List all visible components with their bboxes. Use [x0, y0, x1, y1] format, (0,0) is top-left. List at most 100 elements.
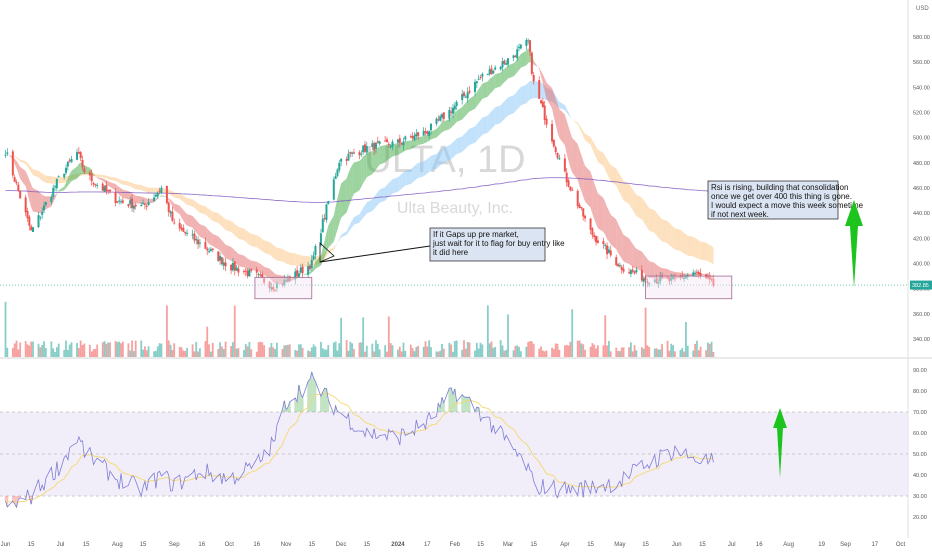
volume-bar: [285, 345, 287, 357]
candle-body: [142, 203, 144, 204]
time-axis-tick: Jul: [728, 542, 736, 548]
candle-body: [204, 242, 206, 249]
slow-ribbon-segment: [277, 248, 283, 262]
consolidation-box[interactable]: [255, 277, 312, 298]
candle-body: [32, 227, 34, 232]
slow-ribbon-segment: [624, 181, 630, 204]
candle-body: [448, 110, 450, 119]
fast-ribbon-segment: [504, 67, 506, 82]
volume-bar: [619, 351, 621, 357]
volume-bar: [604, 315, 606, 357]
slow-ribbon-segment: [636, 195, 642, 220]
slow-ribbon-segment: [710, 245, 712, 263]
fast-ribbon-segment: [365, 153, 367, 180]
fast-ribbon-segment: [490, 78, 492, 94]
slow-ribbon-segment: [233, 222, 235, 235]
volume-bar: [104, 341, 106, 357]
volume-bar: [71, 342, 73, 357]
candle-body: [221, 257, 223, 264]
slow-ribbon-segment: [154, 188, 156, 193]
candle-body: [494, 68, 496, 70]
note-left-line-3: it did here: [433, 248, 469, 257]
volume-bar: [713, 352, 715, 357]
candle-body: [250, 270, 252, 271]
fast-ribbon-segment: [352, 163, 354, 198]
volume-bar: [540, 346, 542, 357]
candle-body: [236, 268, 238, 271]
slow-ribbon-segment: [403, 171, 405, 187]
fast-ribbon-segment: [591, 172, 593, 214]
time-axis-tick: 2024: [391, 542, 405, 548]
volume-bar: [377, 344, 379, 357]
volume-bar: [670, 344, 672, 357]
rsi-overbought-fill: [465, 397, 467, 412]
candle-body: [313, 255, 315, 259]
price-axis-tick: 360.00: [913, 312, 930, 318]
slow-ribbon-segment: [413, 166, 415, 182]
time-axis-tick: Dec: [336, 542, 347, 548]
fast-ribbon-segment: [580, 150, 582, 191]
fast-ribbon-segment: [624, 235, 630, 264]
slow-ribbon-segment: [457, 136, 463, 154]
candle-body: [56, 179, 58, 188]
volume-bar: [261, 342, 263, 357]
slow-ribbon-segment: [660, 217, 662, 241]
candle-body: [426, 131, 428, 134]
volume-bar: [579, 340, 581, 357]
volume-bar: [595, 348, 597, 357]
candle-body: [362, 146, 364, 153]
candle-body: [503, 61, 505, 64]
slow-ribbon-segment: [220, 215, 222, 227]
slow-ribbon-segment: [372, 197, 374, 211]
volume-bar: [89, 345, 91, 357]
candle-body: [25, 197, 27, 212]
candle-body: [322, 219, 324, 233]
slow-ribbon-segment: [644, 200, 646, 225]
volume-bar: [159, 343, 161, 357]
candle-body: [527, 40, 529, 41]
candle-body: [109, 190, 111, 192]
rsi-oversold-fill: [5, 496, 7, 501]
rsi-overbought-fill: [296, 402, 298, 412]
volume-bar: [375, 340, 377, 357]
fast-ribbon-segment: [635, 247, 637, 269]
slow-ribbon-segment: [237, 225, 239, 238]
candle-body: [91, 174, 93, 181]
candle-body: [360, 154, 362, 155]
fast-ribbon-segment: [363, 155, 365, 183]
candle-body: [63, 174, 65, 178]
volume-bar: [465, 349, 467, 357]
candle-body: [19, 191, 21, 199]
volume-bar: [50, 341, 52, 357]
slow-ribbon-segment: [647, 206, 649, 231]
volume-bar: [230, 346, 232, 357]
candle-body: [346, 159, 348, 161]
volume-bar: [656, 348, 658, 357]
rsi-axis-tick: 80.00: [913, 389, 927, 395]
candle-body: [397, 139, 399, 142]
volume-bar: [590, 347, 592, 357]
volume-bar: [109, 342, 111, 357]
candle-body: [171, 212, 173, 221]
volume-bar: [225, 342, 227, 357]
candle-body: [700, 273, 702, 276]
candle-body: [12, 151, 14, 175]
candle-body: [38, 215, 40, 227]
volume-bar: [491, 341, 493, 357]
volume-bar: [83, 344, 85, 357]
consolidation-box[interactable]: [646, 276, 732, 299]
volume-bar: [91, 351, 93, 357]
slow-ribbon-segment: [440, 149, 442, 166]
volume-bar: [349, 342, 351, 357]
volume-bar: [507, 314, 509, 357]
candle-body: [435, 119, 437, 124]
volume-bar: [392, 345, 394, 357]
volume-bar: [617, 351, 619, 357]
slow-ribbon-segment: [389, 181, 391, 197]
fast-ribbon-segment: [218, 236, 220, 251]
slow-ribbon-segment: [42, 174, 44, 182]
slow-ribbon-segment: [416, 163, 418, 179]
fast-ribbon-segment: [493, 74, 495, 90]
slow-ribbon-segment: [635, 192, 637, 216]
